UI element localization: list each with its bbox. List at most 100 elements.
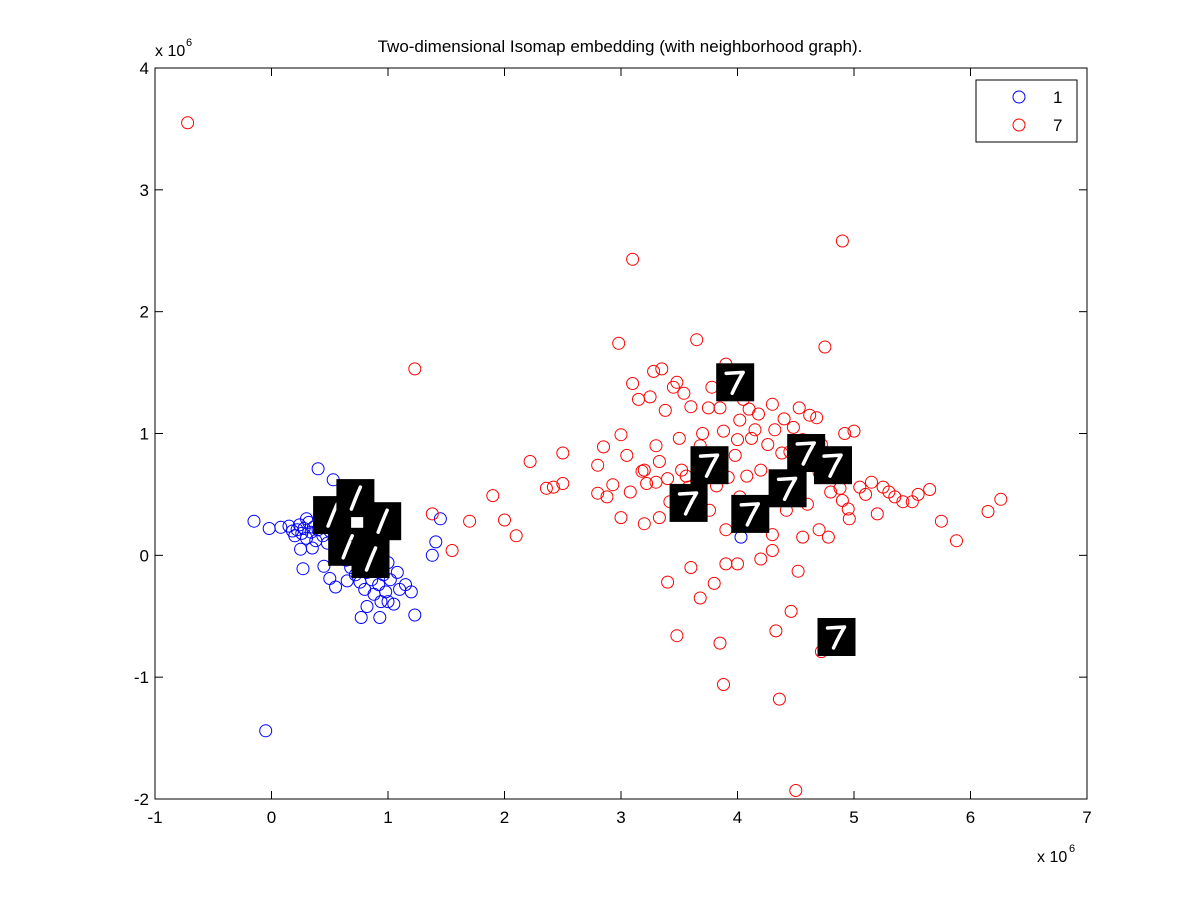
data-point: [658, 403, 672, 417]
thumbnail-background: [690, 446, 729, 485]
x-exponent: x 10 6: [1037, 843, 1075, 866]
legend: 1 7: [975, 79, 1078, 143]
data-point: [810, 411, 824, 425]
data-point: [655, 362, 669, 376]
legend-marker-1: [1012, 90, 1026, 104]
y-tick-label: 3: [140, 181, 149, 200]
data-point: [728, 448, 742, 462]
data-point: [635, 464, 649, 478]
data-point: [556, 446, 570, 460]
data-point: [181, 116, 195, 130]
data-point: [387, 597, 401, 611]
x-tick-label: 3: [616, 808, 625, 827]
data-point: [696, 427, 710, 440]
data-point: [340, 574, 354, 588]
digit-thumbnail: [768, 469, 807, 508]
data-point: [842, 512, 856, 526]
data-point: [950, 534, 963, 548]
y-tick-label: -2: [134, 790, 149, 809]
data-point: [429, 535, 443, 549]
y-tick-label: 2: [140, 303, 149, 322]
data-point: [789, 784, 803, 797]
data-point: [408, 608, 422, 622]
data-point: [600, 490, 614, 504]
data-point: [717, 424, 730, 438]
data-point: [408, 362, 422, 376]
data-point: [282, 519, 296, 533]
data-point: [769, 624, 783, 638]
data-point: [354, 611, 368, 624]
data-point: [690, 333, 704, 347]
data-point: [247, 514, 261, 528]
data-point: [713, 636, 727, 650]
data-point: [870, 507, 884, 521]
data-point: [425, 507, 439, 521]
x-tick-label: 5: [849, 808, 858, 827]
data-point: [614, 511, 628, 525]
digit-7-stroke: [795, 441, 816, 466]
x-tick-label: 7: [1082, 808, 1091, 827]
data-point: [626, 252, 640, 266]
data-point: [812, 523, 826, 537]
data-point: [390, 565, 404, 579]
legend-label-7: 7: [1053, 116, 1062, 135]
data-point: [981, 505, 995, 518]
data-point: [693, 591, 707, 605]
digit-thumbnail: [814, 446, 852, 485]
data-point: [643, 390, 657, 404]
data-point: [772, 692, 786, 706]
legend-box: [975, 79, 1078, 143]
data-point: [666, 380, 680, 394]
data-point: [661, 575, 675, 589]
x-exponent-power: 6: [1069, 843, 1075, 855]
y-tick-label: 0: [140, 546, 149, 565]
data-point: [556, 477, 570, 490]
data-point: [677, 386, 691, 400]
thumbnail-background: [768, 469, 807, 508]
data-point: [796, 530, 810, 544]
data-point: [670, 629, 684, 643]
x-tick-label: 4: [733, 808, 742, 827]
data-point: [745, 431, 758, 445]
data-point: [824, 485, 838, 499]
data-point: [591, 458, 605, 472]
data-point: [841, 502, 855, 516]
data-point: [748, 423, 762, 437]
data-point: [768, 423, 782, 437]
data-point: [296, 562, 310, 576]
digit-7-stroke: [739, 502, 761, 527]
data-point: [317, 559, 331, 573]
data-point: [620, 448, 634, 462]
data-point: [379, 585, 393, 599]
data-point: [626, 377, 640, 390]
data-point: [838, 427, 852, 440]
data-point: [707, 576, 721, 590]
data-point: [731, 433, 744, 447]
data-point: [672, 431, 686, 445]
data-point: [486, 489, 500, 503]
data-point: [818, 340, 832, 354]
data-point: [792, 401, 806, 415]
digit-thumbnails: [313, 363, 856, 656]
digit-thumbnail: [669, 483, 708, 522]
digit-1-stroke: [364, 546, 378, 572]
data-point: [647, 364, 661, 378]
x-tick-label: 2: [500, 808, 509, 827]
x-tick-label: 0: [267, 808, 276, 827]
data-point: [311, 462, 325, 476]
y-tick-label: 1: [140, 425, 149, 444]
digit-1-stroke: [341, 534, 354, 560]
data-point: [740, 469, 754, 483]
data-point: [765, 397, 779, 411]
plot-area: [155, 68, 1087, 799]
data-point: [463, 514, 477, 528]
data-point: [383, 573, 397, 587]
data-point: [717, 678, 730, 691]
thumbnail-background: [716, 363, 755, 402]
data-point: [381, 595, 395, 609]
data-point: [661, 472, 675, 486]
digit-thumbnail: [690, 446, 729, 485]
digit-thumbnail: [351, 540, 390, 578]
